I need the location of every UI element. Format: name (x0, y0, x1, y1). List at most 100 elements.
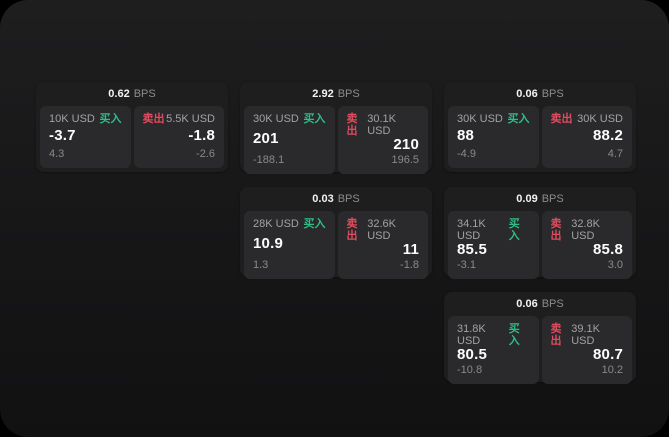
sell-panel-top-row: 卖出 5.5K USD (143, 113, 216, 125)
buy-size-label: 10K USD (49, 113, 95, 125)
sell-price-value: 11 (402, 241, 419, 259)
card-panels: 31.8K USD 买入 80.5 -10.8 卖出 39.1K USD 80.… (444, 316, 636, 388)
quote-card[interactable]: 2.92 BPS 30K USD 买入 201 -188.1 卖出 (240, 82, 432, 174)
card-panels: 30K USD 买入 88 -4.9 卖出 30K USD 88.2 4.7 (444, 106, 636, 172)
buy-panel[interactable]: 10K USD 买入 -3.7 4.3 (40, 106, 131, 168)
quote-card[interactable]: 0.09 BPS 34.1K USD 买入 85.5 -3.1 卖出 (444, 187, 636, 279)
sell-change-value: 3.0 (607, 258, 623, 271)
sell-panel[interactable]: 卖出 30.1K USD 210 196.5 (337, 106, 428, 174)
buy-size-label: 31.8K USD (457, 323, 486, 348)
bps-value: 0.06 (516, 87, 538, 100)
buy-panel-top-row: 30K USD 买入 (253, 113, 326, 125)
quote-card[interactable]: 0.03 BPS 28K USD 买入 10.9 1.3 卖出 (240, 187, 432, 279)
buy-tag[interactable]: 买入 (303, 113, 326, 125)
buy-tag[interactable]: 买入 (99, 113, 122, 125)
sell-tag[interactable]: 卖出 (142, 113, 165, 125)
quote-cards-grid: 0.62 BPS 10K USD 买入 -3.7 4.3 卖出 (36, 82, 636, 384)
bps-unit-label: BPS (133, 87, 156, 100)
bps-unit-label: BPS (337, 192, 360, 205)
sell-price-value: 85.8 (593, 241, 623, 259)
bps-unit-label: BPS (541, 192, 564, 205)
sell-size-label: 5.5K USD (166, 113, 215, 125)
quote-card[interactable]: 0.62 BPS 10K USD 买入 -3.7 4.3 卖出 (36, 82, 228, 172)
sell-change-value: 10.2 (601, 363, 623, 376)
quote-card[interactable]: 0.06 BPS 31.8K USD 买入 80.5 -10.8 卖 (444, 292, 636, 384)
buy-change-value: -3.1 (457, 258, 476, 271)
sell-panel-top-row: 卖出 30.1K USD (347, 113, 420, 137)
sell-size-label: 30.1K USD (367, 113, 396, 138)
card-header: 0.03 BPS (240, 187, 432, 211)
buy-panel[interactable]: 30K USD 买入 88 -4.9 (448, 106, 539, 168)
sell-tag[interactable]: 卖出 (550, 113, 573, 125)
buy-tag[interactable]: 买入 (303, 218, 326, 230)
buy-price-value: -3.7 (49, 127, 76, 145)
sell-panel-top-row: 卖出 30K USD (551, 113, 624, 125)
buy-price-value: 88 (457, 127, 475, 145)
card-header: 0.06 BPS (444, 82, 636, 106)
quote-card[interactable]: 0.06 BPS 30K USD 买入 88 -4.9 卖出 (444, 82, 636, 172)
sell-panel[interactable]: 卖出 5.5K USD -1.8 -2.6 (133, 106, 224, 168)
sell-panel[interactable]: 卖出 30K USD 88.2 4.7 (541, 106, 632, 168)
sell-price-value: -1.8 (188, 127, 215, 145)
buy-tag[interactable]: 买入 (508, 218, 520, 243)
card-header: 0.06 BPS (444, 292, 636, 316)
bps-value: 0.03 (312, 192, 334, 205)
card-header: 0.09 BPS (444, 187, 636, 211)
buy-price-value: 201 (253, 130, 279, 148)
buy-panel[interactable]: 34.1K USD 买入 85.5 -3.1 (448, 211, 539, 279)
card-panels: 28K USD 买入 10.9 1.3 卖出 32.6K USD 11 -1.8 (240, 211, 432, 283)
sell-size-label: 39.1K USD (571, 323, 600, 348)
buy-size-label: 30K USD (253, 113, 299, 125)
sell-panel-top-row: 卖出 39.1K USD (551, 323, 624, 347)
sell-price-value: 88.2 (593, 127, 623, 145)
sell-tag[interactable]: 卖出 (346, 218, 358, 243)
card-panels: 34.1K USD 买入 85.5 -3.1 卖出 32.8K USD 85.8… (444, 211, 636, 283)
card-panels: 30K USD 买入 201 -188.1 卖出 30.1K USD 210 1… (240, 106, 432, 178)
sell-change-value: 196.5 (391, 153, 419, 166)
sell-size-label: 32.8K USD (571, 218, 600, 243)
card-header: 0.62 BPS (36, 82, 228, 106)
buy-panel-top-row: 31.8K USD 买入 (457, 323, 530, 347)
sell-panel[interactable]: 卖出 32.8K USD 85.8 3.0 (541, 211, 632, 279)
bps-value: 0.06 (516, 297, 538, 310)
buy-panel-top-row: 28K USD 买入 (253, 218, 326, 230)
sell-panel-top-row: 卖出 32.8K USD (551, 218, 624, 242)
bps-value: 0.09 (516, 192, 538, 205)
sell-panel[interactable]: 卖出 39.1K USD 80.7 10.2 (541, 316, 632, 384)
sell-tag[interactable]: 卖出 (346, 113, 358, 138)
buy-change-value: 1.3 (253, 258, 269, 271)
buy-panel[interactable]: 31.8K USD 买入 80.5 -10.8 (448, 316, 539, 384)
sell-change-value: -1.8 (400, 258, 419, 271)
buy-change-value: -4.9 (457, 147, 476, 160)
buy-price-value: 85.5 (457, 241, 487, 259)
buy-panel[interactable]: 28K USD 买入 10.9 1.3 (244, 211, 335, 279)
buy-price-value: 80.5 (457, 346, 487, 364)
bps-unit-label: BPS (541, 87, 564, 100)
bps-value: 2.92 (312, 87, 334, 100)
sell-price-value: 80.7 (593, 346, 623, 364)
sell-size-label: 32.6K USD (367, 218, 396, 243)
buy-size-label: 34.1K USD (457, 218, 486, 243)
bps-value: 0.62 (108, 87, 130, 100)
sell-panel[interactable]: 卖出 32.6K USD 11 -1.8 (337, 211, 428, 279)
bps-unit-label: BPS (541, 297, 564, 310)
buy-change-value: -10.8 (457, 363, 483, 376)
card-header: 2.92 BPS (240, 82, 432, 106)
buy-size-label: 28K USD (253, 218, 299, 230)
buy-tag[interactable]: 买入 (507, 113, 530, 125)
buy-panel[interactable]: 30K USD 买入 201 -188.1 (244, 106, 335, 174)
buy-price-value: 10.9 (253, 235, 283, 253)
sell-tag[interactable]: 卖出 (550, 323, 562, 348)
buy-change-value: -188.1 (253, 153, 285, 166)
buy-tag[interactable]: 买入 (508, 323, 520, 348)
sell-change-value: -2.6 (196, 147, 215, 160)
buy-panel-top-row: 10K USD 买入 (49, 113, 122, 125)
sell-change-value: 4.7 (607, 147, 623, 160)
sell-tag[interactable]: 卖出 (550, 218, 562, 243)
buy-size-label: 30K USD (457, 113, 503, 125)
bps-unit-label: BPS (337, 87, 360, 100)
sell-price-value: 210 (393, 136, 419, 154)
sell-size-label: 30K USD (577, 113, 623, 125)
